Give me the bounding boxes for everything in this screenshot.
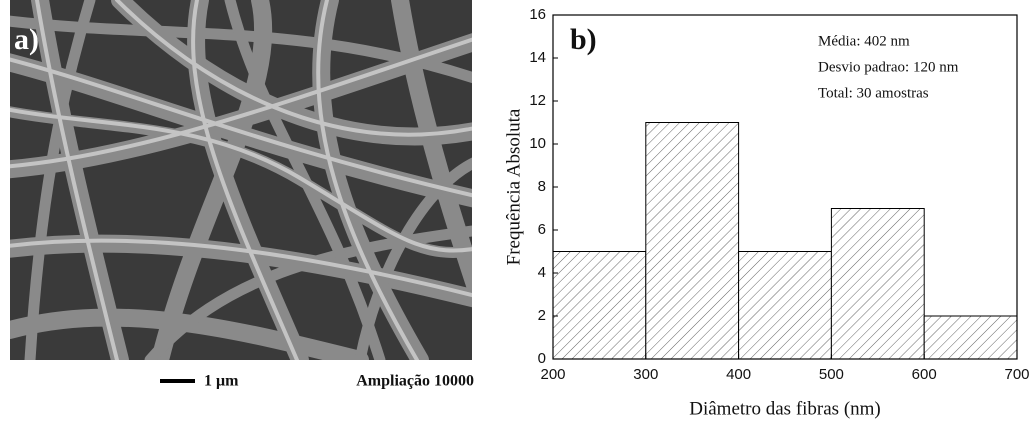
y-tick-label: 4	[538, 264, 546, 281]
y-tick-label: 16	[529, 6, 546, 23]
x-tick-label: 700	[1004, 366, 1029, 383]
x-tick-label: 400	[726, 366, 751, 383]
y-tick-label: 0	[538, 350, 546, 367]
bar	[830, 208, 925, 360]
y-tick-label: 14	[529, 49, 546, 66]
y-tick-label: 2	[538, 307, 546, 324]
sem-image	[10, 0, 472, 360]
y-tick-label: 10	[529, 135, 546, 152]
bar	[645, 122, 740, 360]
annotation: Desvio padrao: 120 nm	[818, 59, 959, 75]
y-tick-label: 6	[538, 221, 546, 238]
x-tick-label: 300	[633, 366, 658, 383]
x-tick-label: 500	[819, 366, 844, 383]
panel-label: b)	[570, 23, 597, 56]
annotation: Média: 402 nm	[818, 33, 910, 49]
annotation: Total: 30 amostras	[818, 85, 929, 101]
x-axis-label: Diâmetro das fibras (nm)	[689, 398, 881, 419]
y-tick-label: 12	[529, 92, 546, 109]
y-tick-label: 8	[538, 178, 546, 195]
bar	[923, 315, 1018, 360]
x-tick-label: 600	[912, 366, 937, 383]
panel-label: a)	[14, 23, 39, 56]
bar	[552, 251, 647, 360]
x-tick-label: 200	[540, 366, 565, 383]
bar	[738, 251, 832, 360]
magnification: Ampliação 10000	[356, 373, 474, 390]
y-axis-label: Frequência Absoluta	[503, 108, 524, 265]
scale-bar-label: 1 μm	[204, 373, 239, 390]
